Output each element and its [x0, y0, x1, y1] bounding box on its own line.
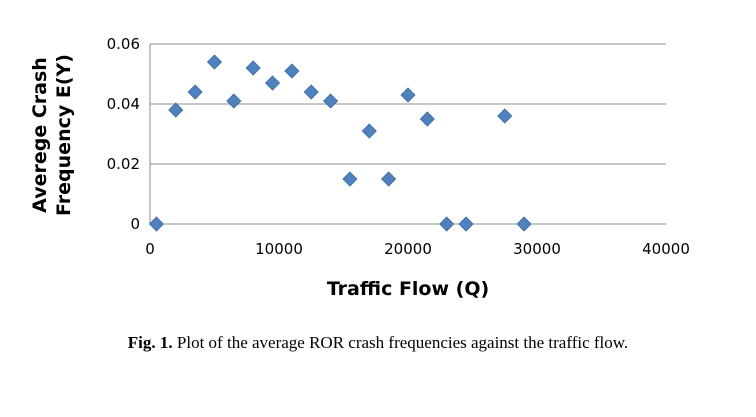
y-axis-title-line-2: Frequency E(Y) — [53, 54, 75, 216]
x-tick-labels: 0 10000 20000 30000 40000 — [145, 240, 690, 258]
data-point — [458, 216, 474, 232]
x-tick-label: 30000 — [513, 240, 561, 258]
data-point — [323, 93, 339, 109]
y-axis-title-line-1: Averege Crash — [29, 57, 51, 213]
x-tick-label: 0 — [145, 240, 155, 258]
y-tick-label: 0 — [130, 215, 140, 233]
x-tick-label: 10000 — [255, 240, 303, 258]
data-point — [381, 171, 397, 187]
data-point — [516, 216, 532, 232]
scatter-chart: 0 0.02 0.04 0.06 0 10000 20000 30000 40000 Traf… — [29, 35, 690, 300]
data-point — [419, 111, 435, 127]
caption-text: Plot of the average ROR crash frequencie… — [172, 333, 629, 352]
data-point — [168, 102, 184, 118]
data-point — [284, 63, 300, 79]
data-point — [400, 87, 416, 103]
data-point — [245, 60, 261, 76]
data-point — [497, 108, 513, 124]
x-axis-title: Traffic Flow (Q) — [327, 278, 489, 300]
data-point — [226, 93, 242, 109]
axes — [149, 44, 666, 225]
figure-caption: Fig. 1. Plot of the average ROR crash fr… — [0, 333, 756, 353]
data-point — [361, 123, 377, 139]
gridlines — [150, 43, 666, 165]
caption-label: Fig. 1. — [127, 333, 173, 352]
data-point — [439, 216, 455, 232]
data-points — [148, 54, 532, 232]
data-point — [303, 84, 319, 100]
y-tick-labels: 0 0.02 0.04 0.06 — [107, 35, 140, 233]
data-point — [206, 54, 223, 70]
y-tick-label: 0.02 — [107, 155, 140, 173]
data-point — [342, 171, 358, 187]
data-point — [264, 75, 281, 91]
y-tick-label: 0.04 — [107, 95, 140, 113]
data-point — [187, 84, 203, 100]
y-tick-label: 0.06 — [107, 35, 140, 53]
x-tick-label: 40000 — [642, 240, 690, 258]
data-point — [148, 216, 165, 232]
x-tick-label: 20000 — [384, 240, 432, 258]
